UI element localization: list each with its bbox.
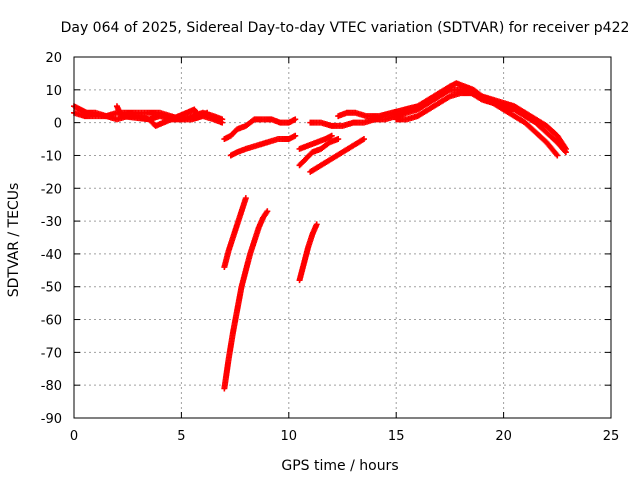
series-track-g (221, 208, 271, 392)
series-track-k (307, 136, 367, 175)
data-point (204, 109, 211, 116)
data-point (554, 152, 561, 159)
y-tick-label: 10 (45, 84, 62, 99)
data-series-group (71, 80, 569, 392)
x-tick-label: 20 (495, 429, 512, 444)
y-tick-label: -90 (41, 412, 62, 427)
plot-frame (73, 56, 612, 419)
series-track-f (221, 195, 249, 271)
series-track-d (221, 116, 299, 143)
x-tick-label: 0 (70, 429, 78, 444)
data-point (313, 221, 320, 228)
x-tick-label: 15 (388, 429, 405, 444)
y-axis-label: SDTVAR / TECUs (6, 183, 22, 298)
series-track-c (113, 103, 211, 129)
x-tick-label: 5 (177, 429, 185, 444)
y-tick-label: -20 (41, 182, 62, 197)
axis-ticks: 0 5 10 15 20 25 -90 -80 -70 -60 -50 -40 -30 -20 -10 0 10… (41, 51, 620, 444)
y-tick-label: -30 (41, 215, 62, 230)
series-track-h (296, 221, 320, 284)
data-point (335, 136, 342, 143)
series-track-n (393, 90, 561, 159)
y-tick-label: 0 (54, 117, 62, 132)
y-tick-label: -80 (41, 379, 62, 394)
y-tick-label: 20 (45, 51, 62, 66)
series-track-i (296, 132, 335, 152)
data-point (553, 151, 560, 158)
x-tick-label: 10 (281, 429, 298, 444)
chart-title: Day 064 of 2025, Sidereal Day-to-day VTE… (61, 20, 630, 36)
data-point (242, 195, 249, 202)
y-tick-label: -70 (41, 346, 62, 361)
data-point (328, 132, 335, 139)
series-track-e (227, 132, 299, 159)
data-point (219, 116, 226, 123)
x-axis-label: GPS time / hours (281, 458, 398, 474)
y-tick-label: -50 (41, 281, 62, 296)
x-tick-label: 25 (603, 429, 620, 444)
data-point (562, 145, 569, 152)
data-point (292, 116, 299, 123)
data-point (360, 136, 367, 143)
y-tick-label: -60 (41, 314, 62, 329)
y-tick-label: -40 (41, 248, 62, 263)
data-point (292, 132, 299, 139)
series-track-j (296, 136, 342, 169)
y-tick-label: -10 (41, 149, 62, 164)
data-point (264, 208, 271, 215)
series-track-l (307, 86, 569, 156)
